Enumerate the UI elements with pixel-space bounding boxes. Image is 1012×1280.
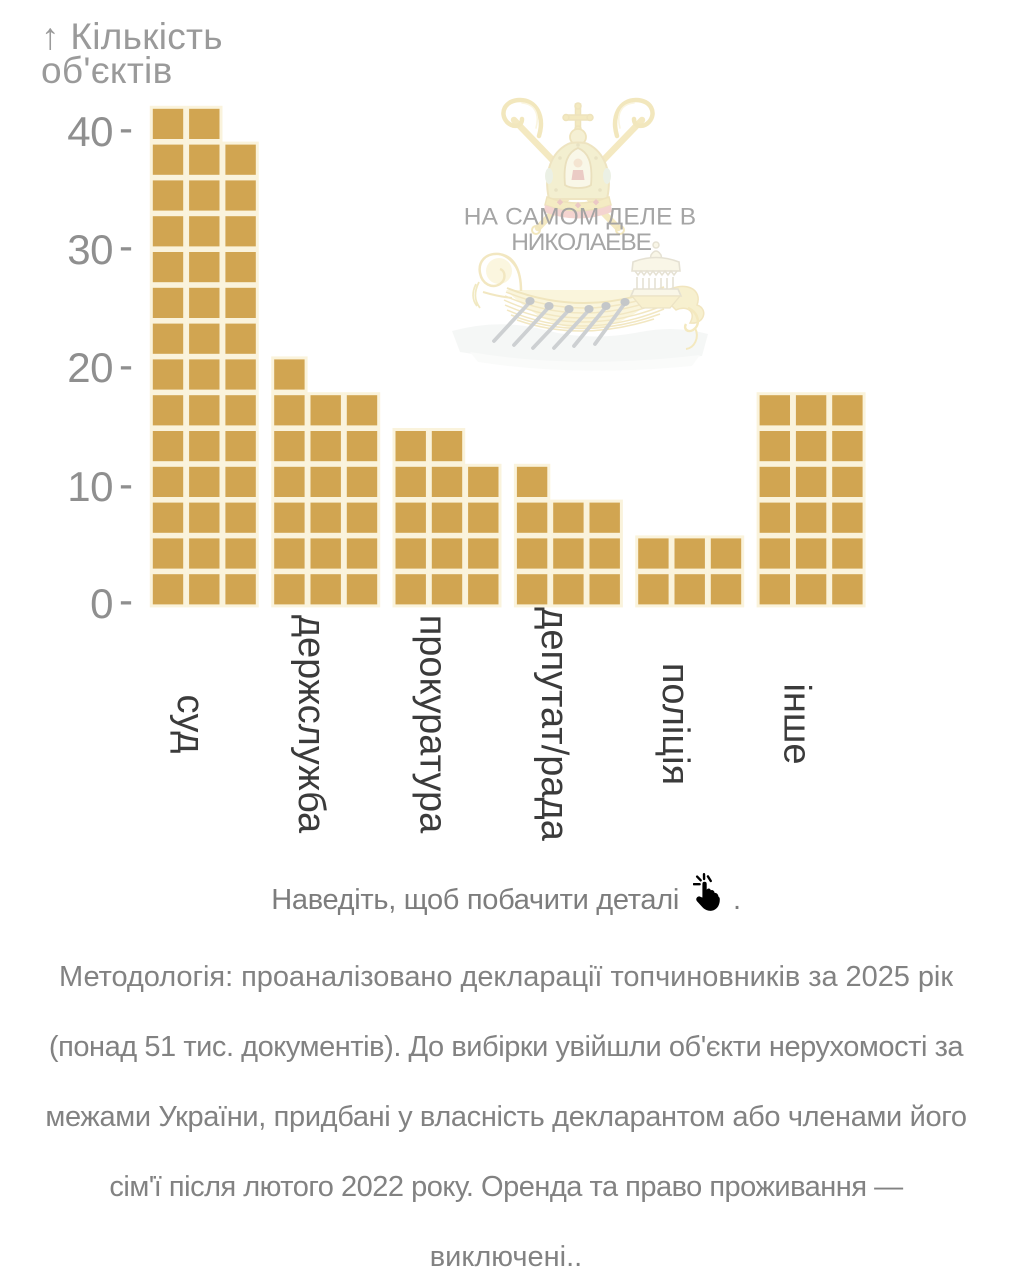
svg-text:НИКОЛАЕВЕ: НИКОЛАЕВЕ bbox=[511, 229, 651, 256]
svg-text:поліція: поліція bbox=[654, 663, 696, 785]
svg-text:прокуратура: прокуратура bbox=[412, 615, 454, 834]
svg-text:суд: суд bbox=[169, 695, 211, 754]
svg-text:інше: інше bbox=[776, 683, 818, 764]
svg-text:депутат/рада: депутат/рада bbox=[533, 607, 575, 842]
svg-text:НА САМОМ ДЕЛЕ В: НА САМОМ ДЕЛЕ В bbox=[464, 204, 697, 231]
svg-text:держслужба: держслужба bbox=[290, 615, 332, 834]
